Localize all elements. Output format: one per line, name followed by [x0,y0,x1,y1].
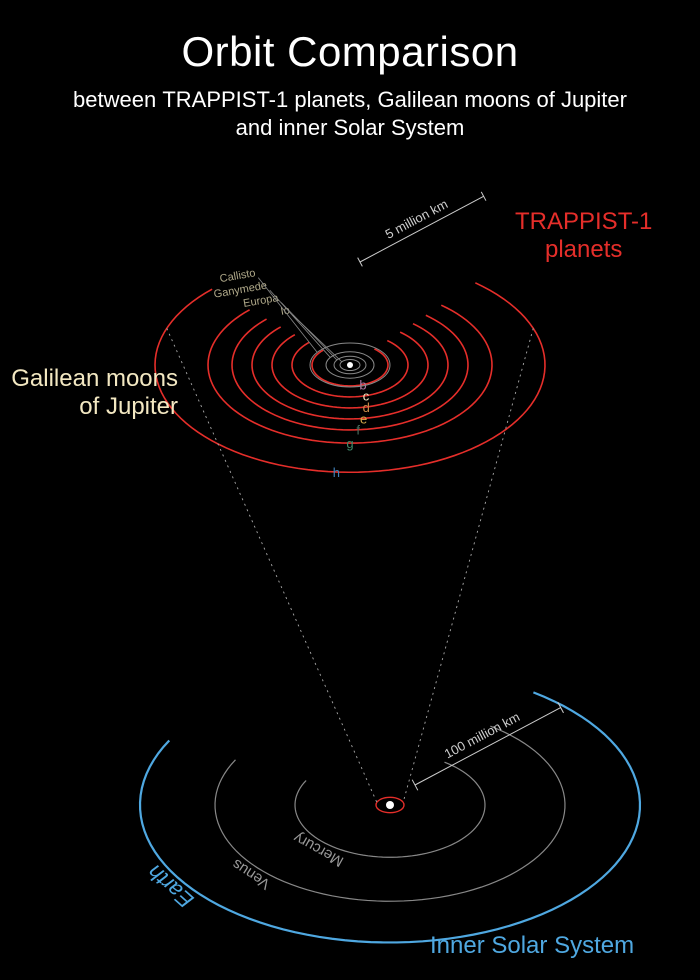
sun [386,801,394,809]
trappist-label-e: e [360,411,367,426]
label-trappist-planets: TRAPPIST-1planets [515,208,652,263]
connector-left [167,328,377,802]
trappist-label-h: h [333,465,340,480]
label-galilean-moons: Galilean moonsof Jupiter [11,365,178,420]
lower-scale-bar: 100 million km [406,690,564,790]
upper-scale-bar: 5 million km [351,179,486,266]
trappist-star [347,362,353,368]
galilean-leader-callisto [258,278,317,353]
orbit-earth [140,692,640,942]
trappist-orbit-c [292,341,408,397]
diagram-canvas: Orbit Comparison between TRAPPIST-1 plan… [0,0,700,980]
label-inner-solar-system: Inner Solar System [430,932,634,960]
orbit-svg: bcdefghIoEuropaGanymedeCallisto5 million… [0,0,700,980]
connector-right [403,328,533,802]
trappist-orbit-e [252,324,448,419]
galilean-leader-europa [281,303,337,360]
trappist-orbit-f [232,315,468,430]
orbit-label-venus: Venus [229,855,273,892]
trappist-label-f: f [356,423,360,438]
trappist-label-g: g [346,436,353,451]
